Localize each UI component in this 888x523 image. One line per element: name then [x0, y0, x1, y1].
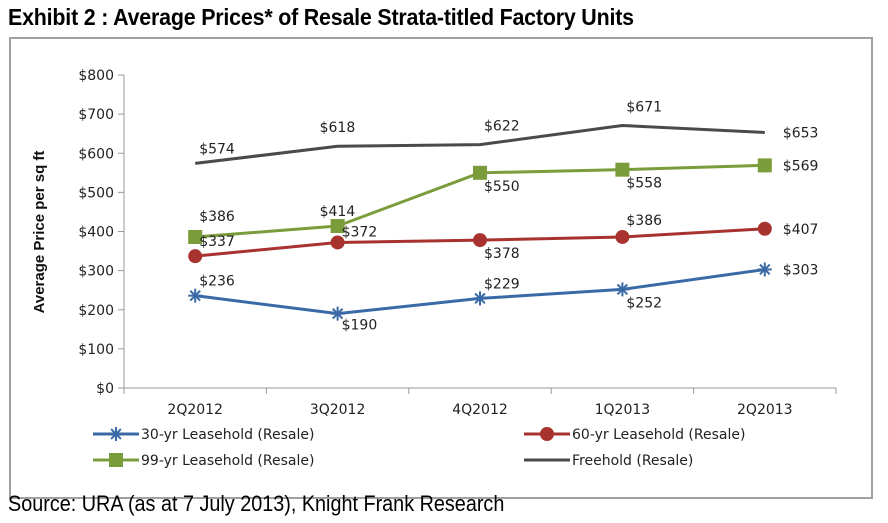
series-lines — [195, 123, 766, 316]
y-tick-label: $500 — [78, 185, 114, 201]
data-label: $569 — [783, 158, 819, 174]
asterisk-marker — [188, 288, 203, 303]
square-marker — [615, 162, 630, 177]
circle-marker — [757, 221, 772, 236]
circle-marker — [330, 235, 345, 250]
data-label: $386 — [199, 209, 235, 225]
data-label: $671 — [626, 99, 662, 115]
asterisk-marker — [757, 262, 772, 277]
y-tick-label: $100 — [78, 342, 114, 358]
data-label: $303 — [783, 262, 819, 278]
square-marker — [330, 219, 345, 234]
asterisk-marker — [109, 427, 123, 441]
series-markers — [188, 158, 772, 321]
data-label: $190 — [342, 318, 378, 334]
legend-item: 99-yr Leasehold (Resale) — [93, 453, 314, 469]
chart-frame — [9, 37, 873, 499]
data-label: $386 — [626, 213, 662, 229]
circle-marker — [188, 249, 203, 264]
legend-label: 99-yr Leasehold (Resale) — [141, 453, 314, 469]
data-label: $618 — [320, 120, 356, 136]
data-label: $378 — [484, 246, 520, 262]
source-note: Source: URA (as at 7 July 2013), Knight … — [8, 491, 505, 516]
x-tick-label: 3Q2012 — [310, 402, 366, 418]
square-marker — [188, 229, 203, 244]
x-tick-label: 2Q2012 — [167, 402, 223, 418]
y-tick-label: $800 — [78, 68, 114, 84]
x-tick-label: 1Q2013 — [595, 402, 651, 418]
square-marker — [473, 165, 487, 180]
asterisk-marker — [615, 282, 630, 297]
data-label: $372 — [342, 224, 378, 240]
legend-label: 30-yr Leasehold (Resale) — [141, 427, 314, 443]
square-marker — [109, 453, 123, 467]
y-axis-label: Average Price per sq ft — [31, 151, 48, 314]
square-marker — [757, 158, 772, 173]
legend-item: 60-yr Leasehold (Resale) — [524, 427, 745, 443]
circle-marker — [615, 229, 630, 244]
circle-marker — [540, 427, 554, 441]
y-tick-label: $200 — [78, 303, 114, 319]
data-label: $622 — [484, 119, 520, 135]
axes: $0 $100 $200 $300 $400 $500 $600 $700 $800 2Q2012… — [78, 68, 837, 418]
legend-item: 30-yr Leasehold (Resale) — [93, 427, 314, 443]
asterisk-marker — [330, 306, 345, 321]
legend-label: Freehold (Resale) — [572, 453, 693, 469]
data-label: $558 — [626, 176, 662, 192]
asterisk-marker — [473, 291, 487, 306]
data-label: $236 — [199, 274, 235, 290]
legend-item: Freehold (Resale) — [524, 453, 693, 469]
data-label: $550 — [484, 179, 520, 195]
data-label: $574 — [199, 141, 235, 157]
legend: 30-yr Leasehold (Resale) 60-yr Leasehold … — [93, 427, 745, 469]
y-tick-label: $600 — [78, 146, 114, 162]
x-tick-label: 2Q2013 — [737, 402, 793, 418]
series-line — [195, 123, 765, 165]
data-labels: $236 $190 $229 $252 $303 $337 $372 $378 $386 $407… — [199, 99, 818, 333]
circle-marker — [473, 233, 487, 248]
data-label: $407 — [783, 222, 819, 238]
data-label: $337 — [199, 234, 235, 250]
y-tick-label: $300 — [78, 264, 114, 280]
y-tick-label: $400 — [78, 225, 114, 241]
data-label: $252 — [626, 295, 662, 311]
data-label: $229 — [484, 276, 520, 292]
chart-title: Exhibit 2 : Average Prices* of Resale St… — [8, 4, 634, 30]
x-tick-label: 4Q2012 — [452, 402, 508, 418]
legend-label: 60-yr Leasehold (Resale) — [572, 427, 745, 443]
y-tick-label: $0 — [96, 381, 114, 397]
data-label: $653 — [783, 126, 819, 142]
data-label: $414 — [320, 204, 356, 220]
y-tick-label: $700 — [78, 107, 114, 123]
